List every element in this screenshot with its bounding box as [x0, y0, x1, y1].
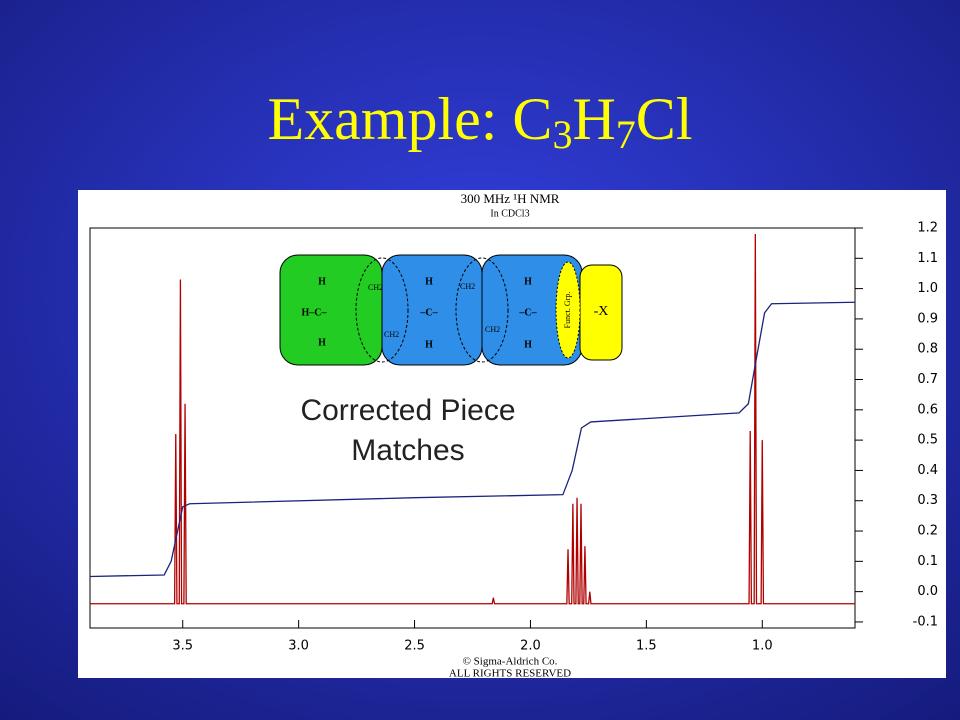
atom: –C–	[518, 307, 537, 318]
piece	[579, 264, 623, 361]
atom: H	[318, 276, 326, 287]
x-tick-label: 3.5	[172, 639, 193, 654]
x-tick-label: 1.5	[636, 639, 657, 654]
slide-title: Example: C3H7Cl	[268, 86, 693, 157]
y-tick-label: 1.2	[917, 221, 938, 236]
atom: H	[318, 337, 326, 348]
atom: H	[524, 276, 532, 287]
series-line	[90, 234, 855, 605]
funct-label: Funct. Grp.	[563, 292, 572, 329]
footer: © Sigma-Aldrich Co.	[463, 656, 558, 668]
x-tick-label: 3.0	[288, 639, 309, 654]
chart-title: 300 MHz ¹H NMR	[461, 191, 560, 206]
funct-ellipse	[555, 261, 581, 359]
plot: 3.5 3.0 2.5 2.0 1.5 1.0 -0.1 0.0 0.1 0.2 0.3 0.4 0.5…	[89, 221, 938, 654]
group-label: CH2	[384, 330, 399, 339]
group-label: -X	[594, 304, 609, 319]
y-tick-label: 0.4	[917, 463, 938, 478]
chart-subtitle: In CDCl3	[490, 208, 529, 219]
group-label: CH2	[368, 283, 383, 292]
y-tick-label: 0.9	[917, 311, 938, 326]
piece	[279, 254, 383, 366]
series-line	[89, 301, 856, 578]
atom: H	[524, 339, 532, 350]
annotation: Corrected Piece	[300, 394, 515, 427]
y-tick-label: 0.2	[917, 524, 938, 539]
x-tick-label: 2.5	[404, 639, 425, 654]
ellipse	[355, 257, 409, 363]
x-tick-label: 1.0	[752, 639, 773, 654]
x-tick-label: 2.0	[520, 639, 541, 654]
y-tick-label: 0.8	[917, 342, 938, 357]
y-tick-label: 0.1	[917, 554, 938, 569]
y-tick-label: -0.1	[913, 614, 938, 629]
atom: H	[425, 276, 433, 287]
atom: –C–	[419, 307, 438, 318]
y-tick-label: 0.7	[917, 372, 938, 387]
group-label: CH2	[485, 325, 500, 334]
plot-frame	[89, 227, 856, 629]
atom: H	[425, 339, 433, 350]
molecule-diagram: H H–C– H H –C– H H –C– H CH2 CH2 CH2 CH2…	[279, 254, 623, 366]
y-tick-label: 0.6	[917, 402, 938, 417]
group-label: CH2	[460, 282, 475, 291]
y-tick-label: 0.3	[917, 493, 938, 508]
atom: H–C–	[302, 307, 328, 318]
footer: ALL RIGHTS RESERVED	[449, 668, 571, 680]
y-tick-label: 0.5	[917, 433, 938, 448]
ellipse	[455, 257, 509, 363]
y-tick-label: 1.1	[917, 251, 938, 266]
annotation: Matches	[351, 434, 464, 467]
y-tick-label: 0.0	[917, 584, 938, 599]
y-tick-label: 1.0	[917, 281, 938, 296]
